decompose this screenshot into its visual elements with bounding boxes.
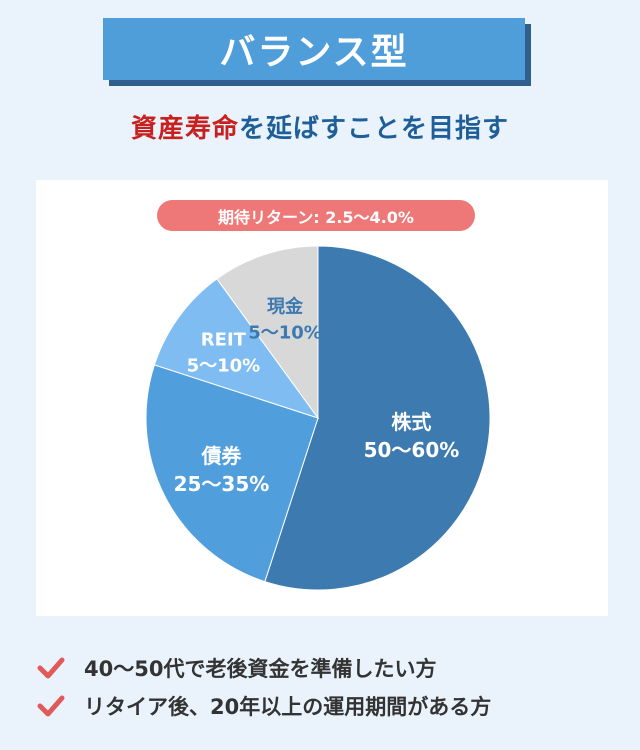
checklist-text: 40〜50代で老後資金を準備したい方	[84, 657, 437, 681]
slice-range-label: 5〜10%	[248, 323, 322, 344]
slice-name-label: REIT	[201, 329, 247, 350]
checklist-item: 40〜50代で老後資金を準備したい方	[36, 650, 616, 686]
check-icon	[37, 657, 65, 679]
subtitle: 資産寿命を延ばすことを目指す	[0, 108, 640, 145]
pie-slice-2	[145, 364, 319, 583]
slice-range-label: 50〜60%	[364, 438, 460, 462]
checklist: 40〜50代で老後資金を準備したい方 リタイア後、20年以上の運用期間がある方	[36, 650, 616, 726]
subtitle-rest: を延ばすことを目指す	[239, 114, 510, 144]
slice-name-label: 現金	[267, 296, 304, 318]
page-title: バランス型	[103, 18, 525, 80]
pie-slice-4	[216, 245, 319, 420]
title-badge: バランス型	[103, 18, 531, 86]
subtitle-highlight: 資産寿命	[130, 114, 239, 144]
expected-return-badge: 期待リターン: 2.5〜4.0%	[157, 200, 475, 231]
slice-name-label: 債券	[200, 444, 242, 468]
checklist-text: リタイア後、20年以上の運用期間がある方	[84, 695, 492, 719]
pie-slice-1	[264, 245, 491, 591]
slice-range-label: 25〜35%	[174, 472, 270, 496]
slice-range-label: 5〜10%	[187, 355, 261, 376]
checklist-item: リタイア後、20年以上の運用期間がある方	[36, 688, 616, 724]
pie-slice-3	[153, 278, 320, 419]
slice-name-label: 株式	[391, 410, 431, 434]
check-icon	[37, 695, 65, 717]
